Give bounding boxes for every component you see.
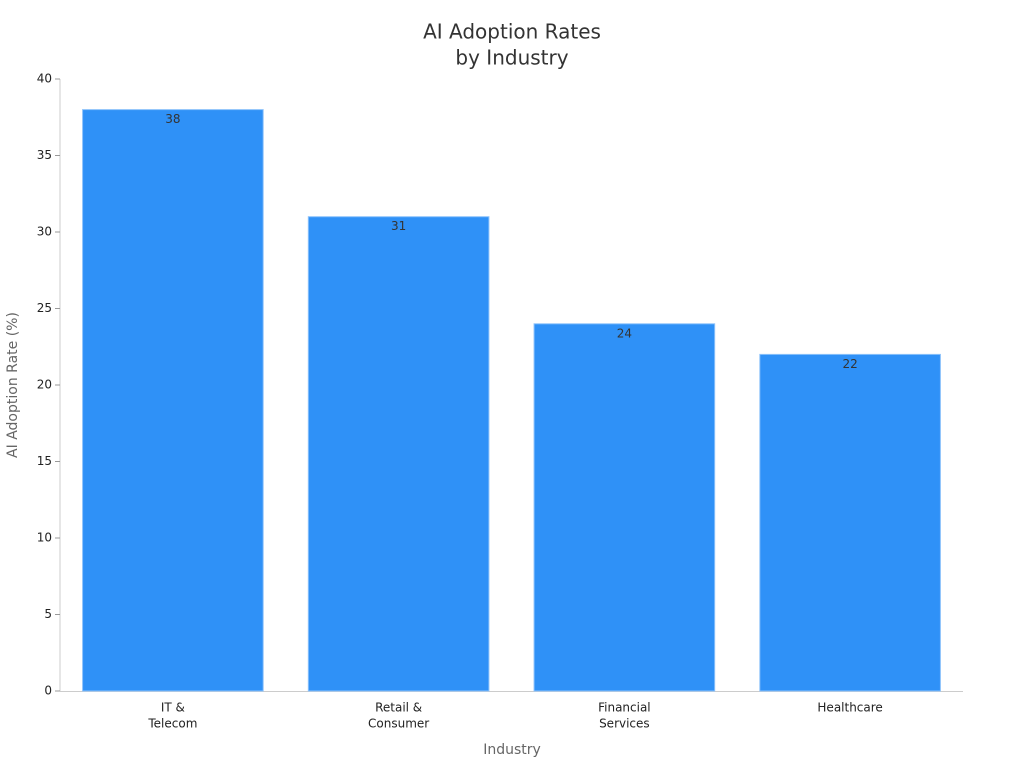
bar [82, 109, 264, 692]
value-label: 24 [617, 326, 632, 340]
chart-title: AI Adoption Rates [423, 20, 601, 44]
y-tick-label: 20 [37, 378, 52, 392]
x-tick-label: Consumer [368, 717, 429, 731]
x-tick-label: Healthcare [817, 701, 882, 715]
bar [759, 353, 941, 692]
y-tick-label: 5 [44, 607, 52, 621]
x-axis-title: Industry [483, 742, 541, 758]
y-tick-label: 25 [37, 301, 52, 315]
value-label: 38 [165, 112, 180, 126]
y-tick-label: 40 [37, 72, 52, 86]
x-tick-label: Retail & [375, 701, 422, 715]
x-tick-label: Services [599, 717, 650, 731]
y-axis-title: AI Adoption Rate (%) [5, 312, 21, 458]
y-tick-label: 0 [44, 684, 52, 698]
value-label: 22 [842, 357, 857, 371]
y-tick-label: 35 [37, 148, 52, 162]
x-tick-label: IT & [161, 701, 185, 715]
y-tick-label: 30 [37, 225, 52, 239]
y-tick-label: 15 [37, 454, 52, 468]
bar [533, 323, 716, 692]
value-label: 31 [391, 219, 406, 233]
y-tick-label: 10 [37, 531, 52, 545]
x-tick-label: Financial [598, 701, 651, 715]
x-tick-label: Telecom [147, 717, 197, 731]
chart-title: by Industry [455, 46, 568, 70]
bar [307, 216, 490, 692]
